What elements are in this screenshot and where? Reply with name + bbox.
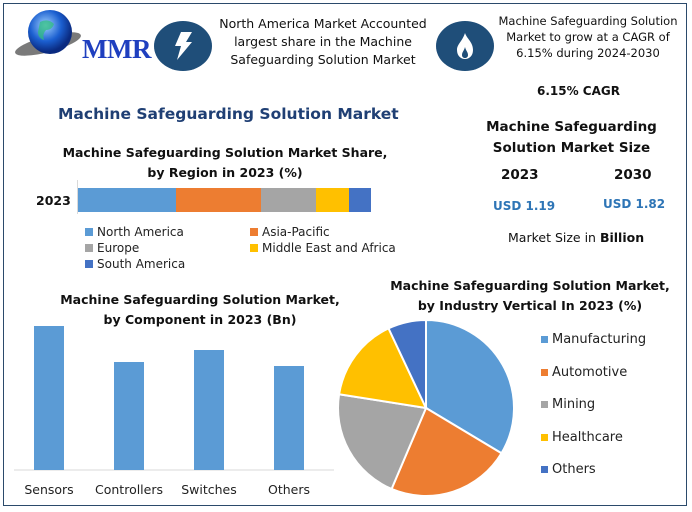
region-legend: North America Asia-Pacific Europe Middle Ea… (85, 225, 415, 271)
component-bar-controllers (114, 362, 144, 470)
year-2030: 2030 (614, 167, 652, 183)
region-chart-title: Machine Safeguarding Solution Market Sha… (40, 143, 410, 183)
flame-icon (457, 33, 473, 59)
region-segment-europe (260, 188, 316, 212)
legend-label: Automotive (552, 364, 628, 380)
industry-pie-chart (337, 318, 515, 497)
component-chart-title-line2: by Component in 2023 (Bn) (103, 312, 297, 327)
region-chart-title-line2: by Region in 2023 (%) (147, 165, 303, 180)
component-tick-label-sensors: Sensors (24, 482, 73, 497)
region-segment-middle-east-and-africa (315, 188, 349, 212)
year-2023: 2023 (501, 167, 539, 183)
region-legend-item-asia-pacific: Asia-Pacific (250, 225, 415, 239)
legend-swatch (250, 228, 258, 236)
legend-swatch (250, 244, 258, 252)
component-chart-title-line1: Machine Safeguarding Solution Market, (60, 292, 340, 307)
legend-swatch (541, 336, 548, 343)
pie-slice-mining (337, 393, 428, 491)
legend-label: South America (97, 257, 186, 271)
region-category-label: 2023 (36, 193, 71, 208)
industry-chart-title-line2: by Industry Vertical In 2023 (%) (417, 298, 643, 313)
mmr-logo: MMR (12, 8, 151, 68)
market-size-note-unit: Billion (599, 230, 645, 245)
component-bar-switches (194, 350, 224, 470)
legend-label: Mining (552, 397, 596, 412)
lightning-icon-badge (154, 21, 212, 71)
industry-chart-title: Machine Safeguarding Solution Market, by… (380, 276, 680, 316)
legend-label: North America (97, 225, 184, 239)
pie-slice-manufacturing (425, 318, 515, 455)
component-tick-label-switches: Switches (181, 482, 237, 497)
legend-swatch (541, 368, 548, 376)
market-size-note: Market Size in Billion (508, 230, 644, 245)
globe-icon (15, 10, 81, 56)
component-tick-label-others: Others (268, 482, 310, 497)
legend-swatch (541, 401, 548, 408)
cagr-label: 6.15% CAGR (537, 84, 620, 98)
market-size-title: Machine Safeguarding Solution Market Siz… (480, 117, 663, 159)
legend-label: Asia-Pacific (262, 225, 330, 239)
region-legend-item-europe: Europe (85, 241, 250, 255)
pie-slice-healthcare (337, 327, 428, 410)
component-bar-chart: Sensors Controllers Switches Others (14, 326, 334, 497)
region-axis-line (77, 180, 78, 214)
industry-legend-item-automotive: Automotive (541, 365, 646, 380)
market-size-note-prefix: Market Size in (508, 230, 600, 245)
legend-label: Europe (97, 241, 140, 255)
legend-swatch (85, 228, 93, 236)
industry-legend-item-others: Others (541, 462, 646, 477)
industry-legend: Manufacturing Automotive Mining Healthcare O… (541, 332, 646, 477)
legend-label: Manufacturing (552, 332, 647, 347)
component-bar-others (274, 366, 304, 470)
north-america-insight: North America Market Accounted largest s… (219, 16, 427, 67)
legend-swatch (85, 260, 93, 268)
region-chart-title-line1: Machine Safeguarding Solution Market Sha… (62, 145, 388, 160)
logo-text: MMR (82, 34, 151, 64)
market-size-title-line1: Machine Safeguarding (486, 119, 657, 135)
legend-swatch (541, 466, 548, 473)
region-segment-south-america (349, 188, 371, 212)
pie-slice-others (387, 318, 427, 409)
industry-legend-item-manufacturing: Manufacturing (541, 332, 646, 347)
legend-swatch (85, 244, 93, 252)
legend-swatch (541, 433, 548, 441)
region-legend-item-middle-east-and-africa: Middle East and Africa (250, 241, 415, 255)
flame-icon-badge (436, 21, 494, 71)
lightning-icon (175, 32, 192, 60)
main-title: Machine Safeguarding Solution Market (58, 105, 399, 123)
value-2030: USD 1.82 (603, 197, 666, 211)
infographic-frame (3, 3, 687, 506)
component-bar-sensors (34, 326, 64, 470)
component-chart-title: Machine Safeguarding Solution Market, by… (40, 290, 360, 330)
market-size-title-line2: Solution Market Size (492, 140, 651, 156)
cagr-insight: Machine Safeguarding Solution Market to … (498, 14, 678, 60)
region-segment-north-america (78, 188, 176, 212)
industry-legend-item-healthcare: Healthcare (541, 430, 646, 445)
legend-label: Middle East and Africa (262, 241, 396, 255)
industry-chart-title-line1: Machine Safeguarding Solution Market, (390, 278, 670, 293)
region-legend-item-north-america: North America (85, 225, 250, 239)
region-legend-item-south-america: South America (85, 257, 250, 271)
legend-label: Others (552, 462, 596, 477)
region-stacked-bar (78, 188, 371, 212)
pie-slice-automotive (390, 406, 503, 497)
value-2023: USD 1.19 (493, 199, 556, 213)
industry-legend-item-mining: Mining (541, 397, 646, 412)
component-tick-label-controllers: Controllers (95, 482, 163, 497)
region-segment-asia-pacific (175, 188, 261, 212)
legend-label: Healthcare (552, 429, 623, 445)
